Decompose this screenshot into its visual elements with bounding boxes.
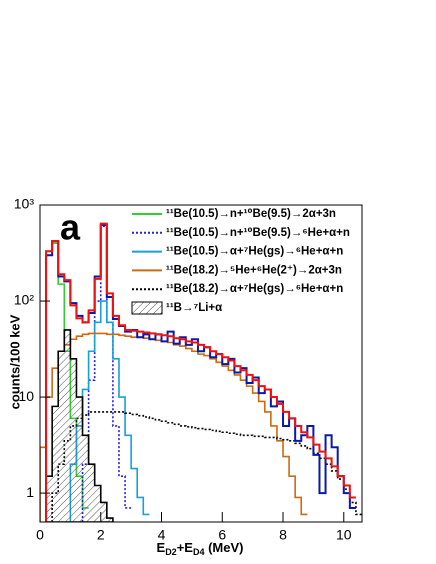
x-label-part: (MeV) xyxy=(204,540,243,555)
y-tick-label: 10 xyxy=(18,388,34,404)
histogram-line xyxy=(45,329,114,522)
x-tick-label: 4 xyxy=(158,527,166,543)
histogram-line xyxy=(81,225,132,522)
x-label-part: D4 xyxy=(193,547,205,557)
histogram-line xyxy=(45,222,356,522)
x-tick-label: 10 xyxy=(336,527,352,543)
legend-label: ¹¹Be(18.2)→α+⁷He(gs)→⁶He+α+n xyxy=(166,283,343,295)
legend-swatch xyxy=(131,301,163,315)
x-tick-label: 0 xyxy=(36,527,44,543)
x-label-part: E xyxy=(157,540,166,555)
legend-label: ¹¹Be(18.2)→⁵He+⁶He(2⁺)→2α+3n xyxy=(166,264,342,276)
histogram-line xyxy=(40,332,308,522)
x-axis-label: ED2+ED4 (MeV) xyxy=(157,540,244,557)
panel-label: a xyxy=(60,207,81,248)
legend-label: ¹¹Be(10.5)→n+¹⁰Be(9.5)→⁶He+α+n xyxy=(166,227,350,239)
y-tick-label: 1 xyxy=(26,484,34,500)
plot-area xyxy=(40,222,362,522)
y-tick-label: 10² xyxy=(14,292,35,308)
y-axis-label: counts/100 keV xyxy=(7,314,22,409)
x-tick-label: 2 xyxy=(97,527,105,543)
histogram-line xyxy=(45,223,356,522)
x-tick-label: 6 xyxy=(218,527,226,543)
y-tick-label: 10³ xyxy=(14,196,35,212)
x-label-part: +E xyxy=(177,540,194,555)
legend-label: ¹¹Be(10.5)→α+⁷He(gs)→⁶He+α+n xyxy=(166,246,343,258)
x-label-part: D2 xyxy=(165,547,177,557)
legend-label: ¹¹Be(10.5)→n+¹⁰Be(9.5)→2α+3n xyxy=(166,208,336,220)
plot-frame xyxy=(39,204,363,523)
legend-label: ¹¹B→⁷Li+α xyxy=(166,302,222,314)
x-tick-label: 8 xyxy=(279,527,287,543)
